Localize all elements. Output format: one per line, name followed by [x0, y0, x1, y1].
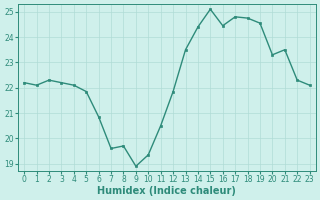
X-axis label: Humidex (Indice chaleur): Humidex (Indice chaleur) — [98, 186, 236, 196]
